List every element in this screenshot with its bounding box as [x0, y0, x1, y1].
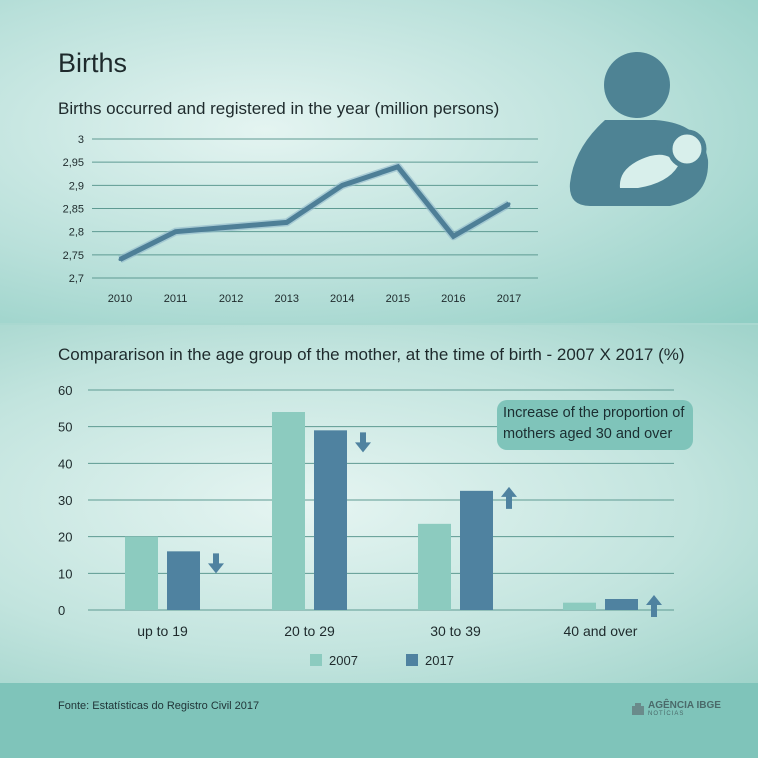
x-tick-label: 2012 — [219, 293, 243, 305]
data-point — [285, 220, 289, 224]
divider — [0, 323, 758, 325]
bar-2007 — [272, 412, 305, 610]
trend-arrow-up — [646, 595, 662, 617]
bar-chart-x-ticks: up to 19 20 to 29 30 to 39 40 and over — [137, 623, 638, 639]
source-note: Fonte: Estatísticas do Registro Civil 20… — [58, 700, 260, 712]
page-title: Births — [58, 48, 128, 78]
y-tick-label: 2,9 — [69, 180, 84, 192]
line-chart: 2,72,752,82,852,92,953 2010 2011 2012 2013 2… — [63, 134, 538, 305]
bar-chart-bars — [125, 412, 638, 610]
x-tick-label: up to 19 — [137, 623, 188, 639]
bar-chart-panel — [0, 325, 758, 683]
brand-name: AGÊNCIA IBGE — [648, 700, 721, 711]
line-chart-grid — [92, 138, 538, 279]
y-tick-label: 60 — [58, 383, 72, 398]
bar-chart-title: Compararison in the age group of the mot… — [58, 345, 685, 364]
data-point — [451, 234, 455, 238]
y-tick-label: 2,75 — [63, 250, 84, 262]
x-tick-label: 2010 — [108, 293, 132, 305]
bar-chart: 0 10 20 30 40 50 60 up to 19 20 to 29 30 to 39 40… — [58, 383, 674, 668]
data-point — [118, 257, 122, 261]
x-tick-label: 40 and over — [564, 623, 638, 639]
x-tick-label: 2017 — [497, 293, 521, 305]
line-chart-title: Births occurred and registered in the ye… — [58, 99, 500, 118]
y-tick-label: 30 — [58, 493, 72, 508]
y-tick-label: 2,7 — [69, 273, 84, 285]
series-line — [118, 163, 511, 262]
x-tick-label: 2015 — [386, 293, 410, 305]
trend-arrow-down — [208, 553, 224, 574]
data-point — [174, 230, 178, 234]
bar-chart-y-ticks: 0 10 20 30 40 50 60 — [58, 383, 72, 618]
y-tick-label: 40 — [58, 456, 72, 471]
y-tick-label: 2,85 — [63, 204, 84, 216]
x-tick-label: 30 to 39 — [430, 623, 481, 639]
bar-2007 — [125, 536, 158, 610]
series-line-shadow — [118, 162, 512, 264]
brand-sub: NOTÍCIAS — [648, 711, 685, 717]
line-chart-y-ticks: 2,7 2,75 2,8 2,85 2,9 2,95 3 — [63, 134, 84, 285]
bar-2007 — [418, 523, 451, 610]
trend-arrow-down — [355, 432, 371, 453]
bar-chart-legend: 2007 2017 — [310, 653, 454, 668]
y-tick-label: 50 — [58, 420, 72, 435]
trend-arrow-up — [501, 486, 517, 509]
legend-label: 2007 — [329, 653, 358, 668]
x-tick-label: 2013 — [274, 293, 298, 305]
x-tick-label: 2011 — [164, 293, 188, 305]
data-point — [396, 165, 400, 169]
legend-label: 2017 — [425, 653, 454, 668]
bar-chart-trend-arrows — [208, 432, 662, 617]
y-tick-label: 20 — [58, 530, 72, 545]
y-tick-label: 2,95 — [63, 157, 84, 169]
bar-2017 — [167, 551, 200, 610]
baby-body — [619, 154, 678, 188]
y-tick-label: 2,8 — [69, 227, 84, 239]
bar-2017 — [460, 490, 493, 610]
x-tick-label: 2014 — [330, 293, 354, 305]
line-chart-x-ticks: 2010 2011 2012 2013 2014 2015 2016 2017 — [108, 293, 521, 305]
baby-head — [667, 129, 707, 169]
x-tick-label: 20 to 29 — [284, 623, 335, 639]
y-tick-label: 10 — [58, 566, 72, 581]
callout-text: Increase of the proportion of mothers ag… — [503, 405, 685, 442]
x-tick-label: 2016 — [441, 293, 465, 305]
bar-2007 — [563, 602, 596, 610]
mother-head — [604, 52, 670, 118]
brand-icon — [632, 703, 644, 715]
line-chart-series — [118, 162, 512, 264]
mother-baby-icon — [569, 52, 709, 206]
footer — [0, 683, 758, 758]
data-point — [340, 183, 344, 187]
y-tick-label: 3 — [78, 134, 84, 146]
y-tick-label: 0 — [58, 603, 65, 618]
data-point — [507, 202, 511, 206]
callout-box: Increase of the proportion of mothers ag… — [497, 400, 693, 450]
legend-swatch-2007 — [310, 654, 322, 666]
data-point — [229, 225, 233, 229]
bar-2017 — [314, 430, 347, 610]
bar-2017 — [605, 599, 638, 610]
legend-swatch-2017 — [406, 654, 418, 666]
